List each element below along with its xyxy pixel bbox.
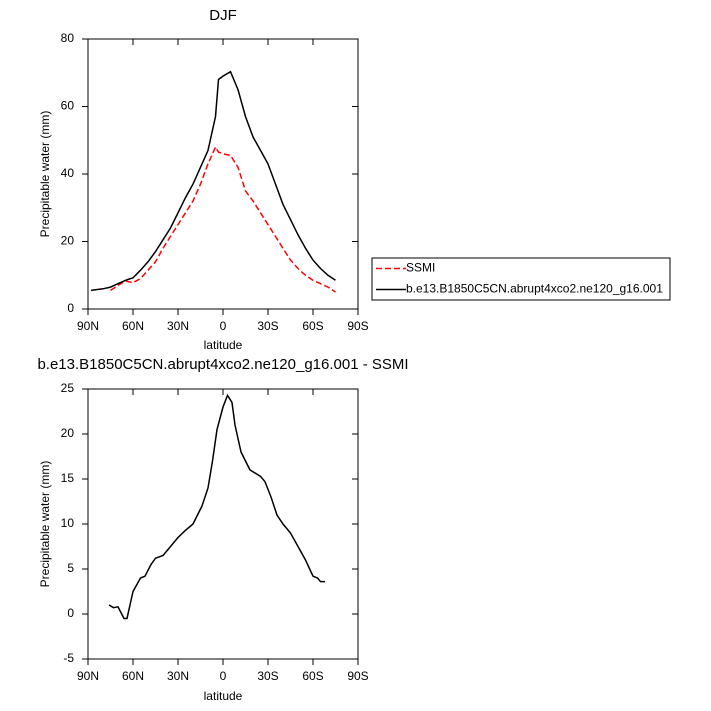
- y-tick-label: 40: [61, 166, 75, 180]
- data-line: [108, 393, 325, 620]
- x-tick-label: 90N: [77, 669, 99, 683]
- data-line: [110, 145, 336, 293]
- y-axis-label: Precipitable water (mm): [38, 461, 52, 588]
- x-axis-label: latitude: [204, 689, 243, 703]
- y-tick-label: 10: [61, 516, 75, 530]
- y-tick-label: 25: [61, 381, 75, 395]
- x-tick-label: 60S: [302, 669, 323, 683]
- legend-label: b.e13.B1850C5CN.abrupt4xco2.ne120_g16.00…: [406, 282, 663, 296]
- legend-box: [371, 257, 671, 301]
- y-axis-label: Precipitable water (mm): [38, 111, 52, 238]
- chart-title: b.e13.B1850C5CN.abrupt4xco2.ne120_g16.00…: [37, 356, 408, 373]
- y-tick-label: 20: [61, 234, 75, 248]
- y-tick-label: -5: [63, 651, 74, 665]
- y-tick-label: 0: [67, 606, 74, 620]
- plot-frame: [87, 38, 359, 310]
- y-tick-label: 0: [67, 301, 74, 315]
- legend-label: SSMI: [406, 261, 435, 275]
- x-tick-label: 30S: [257, 319, 278, 333]
- x-tick-label: 60N: [122, 319, 144, 333]
- x-axis-label: latitude: [204, 338, 243, 352]
- y-tick-label: 15: [61, 471, 75, 485]
- x-tick-label: 0: [220, 319, 227, 333]
- y-tick-label: 20: [61, 426, 75, 440]
- x-tick-label: 60N: [122, 669, 144, 683]
- chart-title: DJF: [209, 7, 237, 24]
- y-tick-label: 80: [61, 31, 75, 45]
- x-tick-label: 30S: [257, 669, 278, 683]
- plot-frame: [87, 388, 359, 660]
- x-tick-label: 0: [220, 669, 227, 683]
- x-tick-label: 90S: [347, 669, 368, 683]
- x-tick-label: 30N: [167, 319, 189, 333]
- y-tick-label: 60: [61, 99, 75, 113]
- x-tick-label: 90S: [347, 319, 368, 333]
- x-tick-label: 30N: [167, 669, 189, 683]
- x-tick-label: 90N: [77, 319, 99, 333]
- x-tick-label: 60S: [302, 319, 323, 333]
- data-line: [90, 70, 336, 292]
- y-tick-label: 5: [67, 561, 74, 575]
